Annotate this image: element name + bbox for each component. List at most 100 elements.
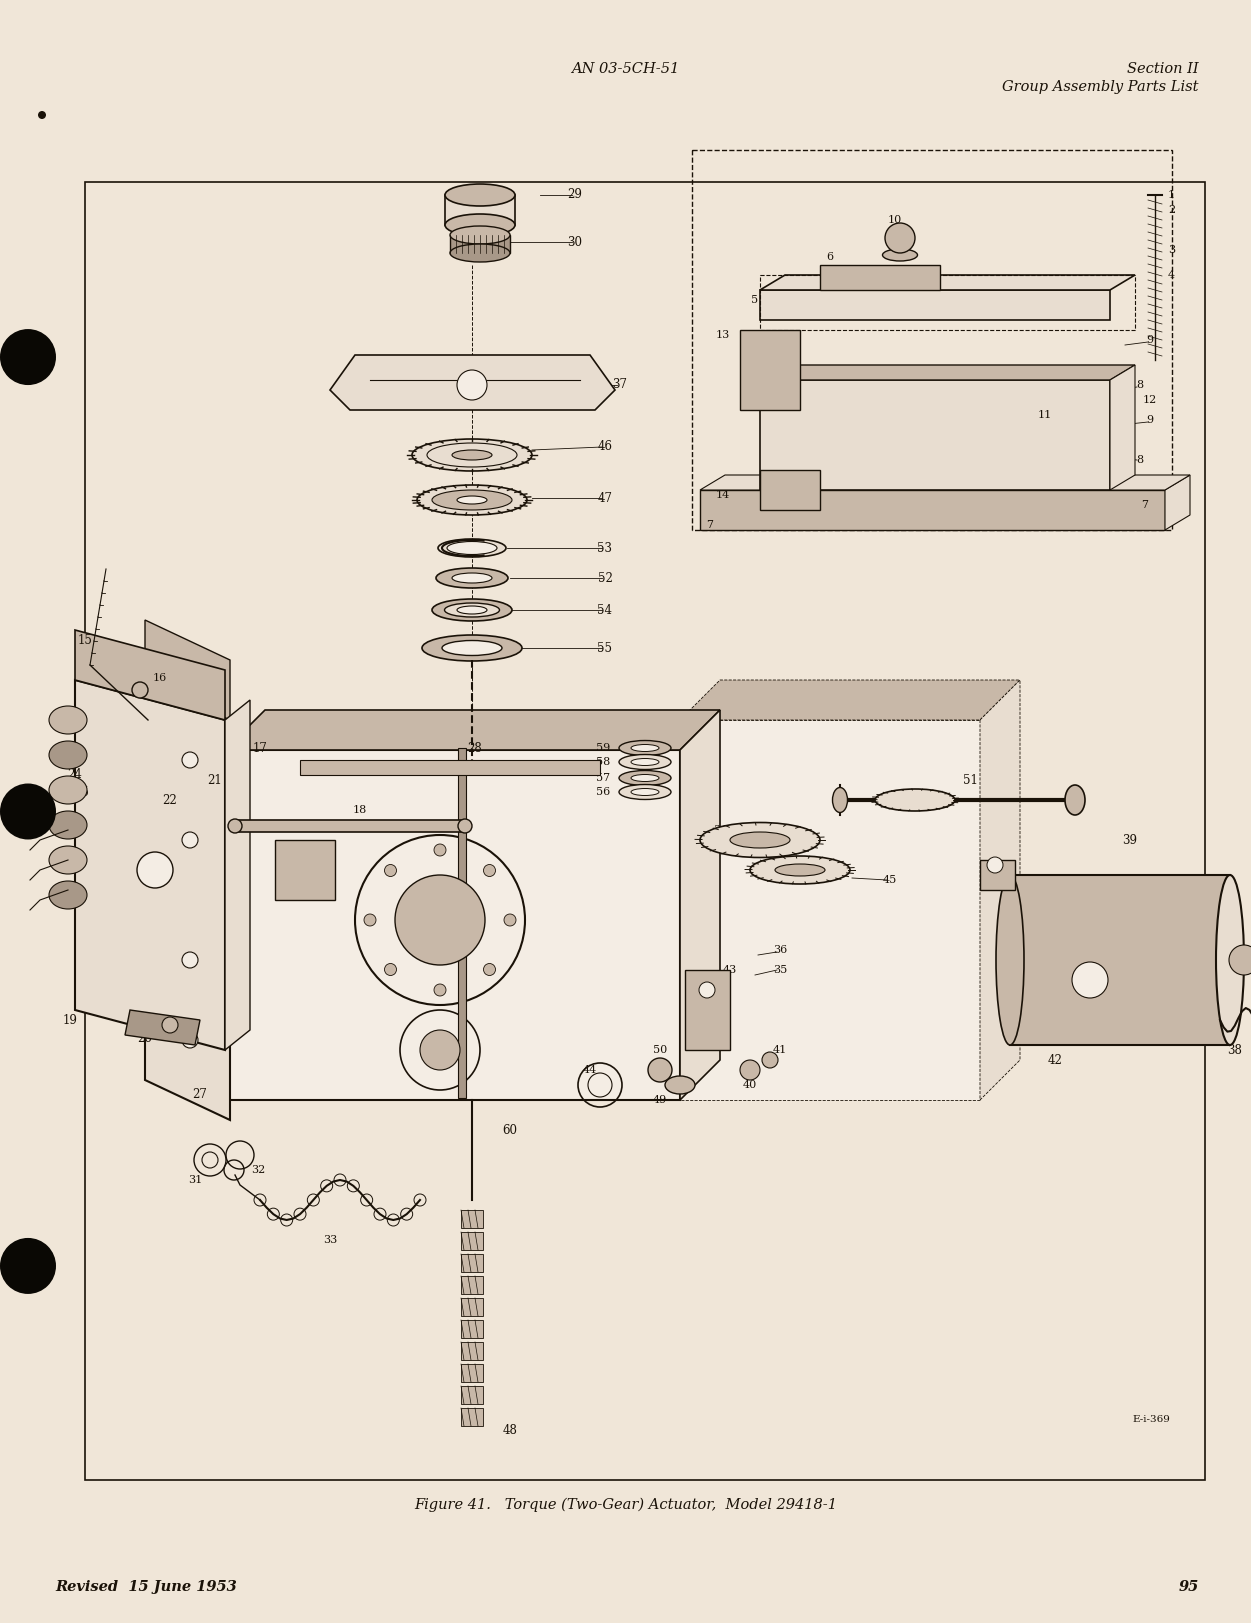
Ellipse shape [438,539,505,557]
Bar [462,1255,483,1272]
Circle shape [384,865,397,876]
Text: 46: 46 [598,440,613,453]
Ellipse shape [49,706,88,734]
Ellipse shape [619,740,671,755]
Ellipse shape [776,863,824,876]
Circle shape [648,1058,672,1083]
Ellipse shape [619,771,671,786]
Text: 39: 39 [1122,834,1137,847]
Ellipse shape [432,599,512,622]
Text: 7: 7 [1141,500,1148,510]
Ellipse shape [731,833,789,847]
Text: 54: 54 [598,604,613,617]
Bar [462,1211,483,1229]
Ellipse shape [452,450,492,459]
Text: 40: 40 [743,1079,757,1091]
Text: 2: 2 [1168,204,1175,214]
Text: 51: 51 [962,774,977,787]
Ellipse shape [49,812,88,839]
Ellipse shape [437,568,508,588]
Bar [458,748,467,1099]
Bar [462,1342,483,1360]
Polygon shape [225,700,250,1050]
Ellipse shape [631,745,659,751]
Polygon shape [125,1010,200,1045]
Text: 14: 14 [716,490,731,500]
Bar [462,1298,483,1316]
Bar [686,971,731,1050]
Bar [275,841,335,901]
Ellipse shape [452,573,492,583]
Circle shape [364,914,377,927]
Text: AN 03-5CH-51: AN 03-5CH-51 [572,62,679,76]
Bar [761,380,1110,490]
Bar [819,265,940,291]
Ellipse shape [49,776,88,803]
Circle shape [38,110,46,118]
Polygon shape [1110,365,1135,490]
Ellipse shape [751,855,849,885]
Ellipse shape [631,774,659,782]
Ellipse shape [884,222,914,253]
Text: 18: 18 [353,805,367,815]
Bar [761,291,1110,320]
Text: 12: 12 [1143,394,1157,406]
Text: 34: 34 [713,824,727,834]
Text: 38: 38 [1227,1044,1242,1057]
Ellipse shape [432,490,512,510]
Text: 48: 48 [503,1423,518,1436]
Ellipse shape [631,789,659,795]
Polygon shape [1165,476,1190,531]
Circle shape [483,964,495,975]
Text: 17: 17 [253,742,268,755]
Circle shape [434,984,447,997]
Text: 36: 36 [773,945,787,954]
Ellipse shape [619,784,671,800]
Ellipse shape [832,787,847,813]
Text: 41: 41 [773,1045,787,1055]
Ellipse shape [49,742,88,769]
Text: 29: 29 [568,188,583,201]
Polygon shape [761,365,1135,380]
Polygon shape [330,355,615,411]
Circle shape [0,1238,56,1294]
Ellipse shape [422,635,522,661]
Polygon shape [75,630,225,721]
Ellipse shape [447,542,497,555]
Text: 20: 20 [298,865,313,875]
Text: 47: 47 [598,492,613,505]
Text: 45: 45 [883,875,897,885]
Text: 9: 9 [1146,415,1153,425]
Text: Section II: Section II [1127,62,1198,76]
Text: 6: 6 [827,252,833,261]
Polygon shape [681,721,980,1100]
Circle shape [384,964,397,975]
Ellipse shape [458,820,472,833]
Bar [462,1363,483,1383]
Ellipse shape [444,604,499,617]
Circle shape [181,953,198,967]
Text: 53: 53 [598,542,613,555]
Circle shape [181,1032,198,1048]
Ellipse shape [1065,786,1085,815]
Circle shape [0,329,56,385]
Text: 28: 28 [468,742,483,755]
Text: 19: 19 [63,1013,78,1026]
Ellipse shape [417,485,527,514]
Text: 24: 24 [68,769,83,782]
Text: 57: 57 [595,773,610,782]
Circle shape [504,914,515,927]
Text: 23: 23 [55,753,70,766]
Polygon shape [761,471,819,510]
Bar [235,820,465,833]
Polygon shape [761,274,1135,291]
Text: 4: 4 [1168,269,1175,281]
Polygon shape [681,680,1020,721]
Circle shape [434,844,447,855]
Bar [462,1319,483,1337]
Ellipse shape [445,183,515,206]
Bar [462,1409,483,1427]
Text: 27: 27 [193,1089,208,1102]
Polygon shape [225,750,681,1100]
Ellipse shape [619,755,671,769]
